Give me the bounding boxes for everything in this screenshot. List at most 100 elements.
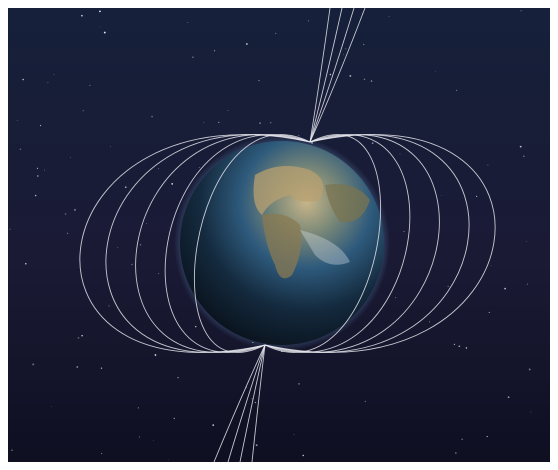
star (441, 195, 443, 196)
star (258, 79, 260, 82)
star (34, 194, 37, 197)
star (342, 54, 344, 56)
star (370, 80, 373, 82)
star (519, 145, 522, 148)
star (100, 367, 103, 369)
star (47, 82, 49, 84)
star (395, 297, 397, 299)
star (329, 73, 332, 76)
star (251, 398, 253, 400)
star (158, 273, 160, 274)
star (447, 285, 449, 288)
star (32, 363, 35, 366)
star (25, 262, 27, 265)
star (223, 137, 225, 139)
star (525, 241, 527, 242)
field-line (309, 7, 331, 143)
star (89, 84, 91, 86)
star (158, 168, 160, 170)
star (51, 406, 52, 407)
star (399, 153, 401, 155)
star (168, 459, 169, 460)
star (345, 48, 347, 50)
star (212, 424, 215, 426)
star (403, 230, 405, 232)
field-line (227, 344, 266, 463)
star (371, 142, 374, 144)
field-line (309, 7, 343, 143)
field-line (239, 344, 266, 463)
star (82, 110, 84, 112)
star (520, 10, 522, 12)
star (259, 122, 261, 124)
star (507, 396, 510, 399)
star (53, 74, 55, 76)
star (109, 146, 111, 148)
star (461, 438, 463, 440)
star (44, 169, 45, 171)
star (195, 325, 197, 328)
field-line (213, 344, 266, 463)
field-line (251, 344, 266, 463)
star (70, 157, 71, 159)
field-line (79, 134, 311, 353)
star (363, 43, 365, 46)
star (108, 305, 110, 307)
star (254, 401, 257, 404)
star (227, 109, 229, 112)
star (11, 449, 13, 452)
star (171, 182, 174, 185)
star (275, 32, 277, 34)
star (302, 454, 304, 457)
star (154, 354, 157, 356)
field-line (193, 134, 311, 353)
star (36, 167, 38, 169)
star (153, 440, 154, 441)
star (137, 407, 140, 409)
field-line (264, 134, 440, 353)
star (456, 89, 458, 91)
star (523, 155, 525, 157)
star (146, 222, 147, 224)
star (361, 13, 363, 14)
star (364, 400, 366, 402)
field-line (264, 134, 382, 353)
field-line (309, 7, 366, 143)
star (307, 20, 309, 22)
continent (262, 213, 302, 279)
star (528, 368, 531, 371)
star (151, 115, 153, 118)
star (37, 175, 39, 177)
star (192, 56, 194, 58)
star (245, 42, 248, 45)
star (117, 246, 119, 248)
star (139, 244, 142, 246)
field-line (264, 134, 496, 353)
star (99, 10, 101, 13)
star (103, 31, 106, 34)
star (19, 148, 22, 151)
star (131, 263, 133, 266)
star (138, 436, 140, 438)
star (64, 213, 67, 215)
field-line (264, 134, 470, 353)
star (100, 26, 102, 28)
clouds (300, 230, 350, 265)
star (504, 287, 506, 290)
continent (253, 166, 324, 215)
continent (325, 184, 370, 223)
field-line (264, 134, 411, 353)
star (349, 74, 352, 77)
star (429, 321, 431, 323)
field-line (309, 7, 355, 143)
star (486, 436, 488, 438)
star (9, 228, 11, 230)
star (434, 71, 436, 72)
star (218, 121, 220, 123)
star (81, 335, 83, 337)
star (255, 444, 258, 447)
star (22, 78, 24, 81)
star (458, 345, 461, 348)
star (177, 376, 179, 379)
